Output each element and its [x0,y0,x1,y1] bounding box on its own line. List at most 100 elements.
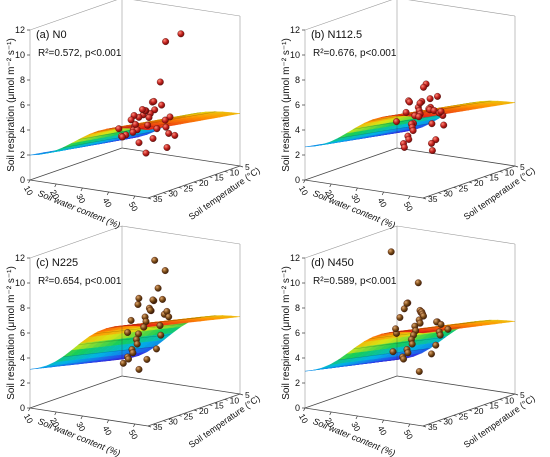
surface-contour [384,321,477,334]
data-point [415,368,423,375]
y-tick-label: 15 [214,173,224,183]
x-tick-label: 30 [74,192,88,205]
x-tick-label: 40 [376,196,390,209]
data-point [133,340,141,348]
data-point [408,340,416,348]
frame-line [304,179,424,199]
surface-contour [78,334,171,345]
y-tick [178,187,182,189]
data-point [144,121,152,129]
data-point [405,135,413,143]
y-tick-label: 15 [489,401,499,411]
panel-d-zlabel: Soil respiration (μmol m⁻² s⁻¹) [281,266,292,400]
x-tick-label: 50 [402,200,416,213]
frame-line [29,375,123,409]
data-point [154,284,162,292]
data-point [406,98,413,106]
data-point [444,325,452,333]
frame-line [121,147,241,167]
x-tick [106,419,109,424]
frame-line [29,147,123,181]
x-tick-label: 50 [127,200,141,213]
panel-d-ylabel: Soil temperature (°C) [462,393,537,450]
surface-contour [337,348,431,361]
data-point [426,95,434,103]
x-tick-label: 10 [297,412,311,425]
data-point [157,331,165,339]
data-point [145,114,153,121]
z-tick-label: 8 [20,303,25,313]
panel-d-surface [304,319,516,372]
z-tick-label: 10 [15,50,25,60]
y-tick [514,165,519,168]
data-point [153,345,160,353]
y-tick [499,171,503,173]
frame-line [304,0,393,31]
data-point [150,97,158,105]
panel-b-label: (b) N112.5 [311,29,362,41]
y-tick-label: 10 [230,395,240,405]
panel-c-points [119,256,173,373]
data-point [416,99,424,107]
z-tick-label: 6 [20,328,25,338]
data-point [162,123,170,131]
frame-line [396,225,516,245]
frame-line [304,225,398,259]
panel-c-label: (c) N225 [36,257,78,269]
data-point [428,147,436,154]
frame-line [133,0,241,17]
x-tick [54,411,57,416]
data-point [134,301,142,308]
x-tick-label: 40 [376,424,390,437]
data-point [396,314,404,321]
data-point [140,323,148,331]
x-tick [329,411,332,416]
y-tick [438,420,442,422]
y-tick-label: 35 [153,194,163,204]
x-tick [133,423,136,428]
data-point [166,113,174,121]
z-tick-label: 2 [20,378,25,388]
x-tick [54,183,57,188]
frame-line [29,225,123,259]
frame-line [304,147,398,181]
y-tick [239,393,244,396]
frame-line [29,179,149,199]
y-tick-label: 10 [230,167,240,177]
x-tick [381,419,384,424]
x-tick-label: 30 [349,192,363,205]
data-point [387,248,395,256]
x-tick-label: 40 [101,196,115,209]
panel-d-stats: R²=0.589, p<0.001 [313,276,397,287]
data-point [129,349,137,357]
panel-d-points [387,248,452,375]
y-tick-label: 35 [153,422,163,432]
panel-b-ylabel: Soil temperature (°C) [462,165,537,222]
y-tick [422,197,427,200]
x-tick [408,195,411,200]
z-tick-label: 12 [15,25,25,35]
data-point [400,355,407,363]
frame-line [304,407,424,427]
data-point [119,359,127,367]
data-point [161,267,169,275]
y-tick [163,192,167,194]
panel-a-stats: R²=0.572, p<0.001 [38,48,122,59]
data-point [132,120,139,128]
x-tick [381,191,384,196]
z-tick-label: 12 [290,253,300,263]
panel-a-surface [29,111,241,156]
surface-contour [78,123,171,140]
y-tick [484,404,488,406]
data-point [151,256,159,264]
y-tick [468,409,473,412]
y-tick [224,399,228,401]
y-tick-label: 35 [428,194,438,204]
x-tick [329,183,332,188]
data-point [415,113,423,121]
data-point [156,322,164,330]
panel-a-label: (a) N0 [36,29,67,41]
y-tick-label: 10 [505,395,515,405]
panel-d-ticks: 0 2 4 6 8 10 12 10 20 30 40 50 5 10 15 20 25 30 35 [290,253,525,441]
